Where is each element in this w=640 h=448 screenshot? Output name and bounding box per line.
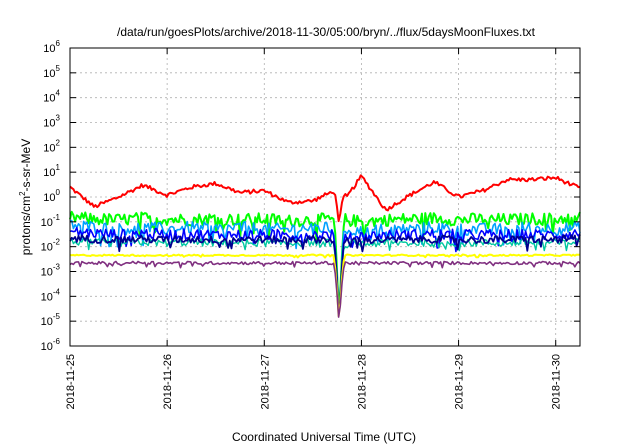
y-tick-label: 102	[43, 138, 60, 154]
chart-title: /data/run/goesPlots/archive/2018-11-30/0…	[117, 25, 536, 39]
grid	[70, 48, 580, 346]
series-line-3	[69, 226, 581, 314]
x-axis: 2018-11-25 2018-11-26 2018-11-27 2018-11-28…	[65, 48, 563, 409]
y-tick-label: 10-3	[41, 263, 61, 279]
y-axis-label: protons/cm2-s-sr-MeV	[18, 139, 33, 255]
series-line-6	[69, 253, 580, 317]
y-tick-label: 10-2	[41, 238, 61, 254]
x-tick-label: 2018-11-27	[259, 354, 271, 409]
series-line-7	[69, 260, 581, 318]
y-tick-label: 10-1	[41, 213, 61, 229]
y-tick-label: 10-6	[41, 337, 61, 353]
y-tick-label: 10-5	[41, 312, 61, 328]
x-tick-label: 2018-11-28	[356, 354, 368, 409]
series-line-4	[69, 237, 581, 315]
y-axis-label-prefix: protons/cm	[19, 196, 33, 255]
x-tick-label: 2018-11-25	[65, 354, 77, 409]
y-tick-label: 10-4	[41, 287, 61, 303]
y-axis-label-suffix: -s-sr-MeV	[19, 139, 33, 192]
y-tick-label: 100	[43, 188, 60, 204]
y-tick-label: 105	[43, 64, 60, 80]
x-axis-label: Coordinated Universal Time (UTC)	[232, 430, 416, 444]
y-tick-label: 106	[43, 39, 60, 55]
series-line-0	[69, 174, 581, 223]
x-tick-label: 2018-11-26	[162, 354, 174, 409]
series-line-5	[69, 234, 581, 316]
series-line-2	[69, 219, 581, 313]
y-tick-label: 101	[43, 163, 60, 179]
y-axis: 106 105 104 103 102 101 100 10-1 10-2 10-3 10-4 10-…	[41, 39, 580, 353]
x-tick-label: 2018-11-30	[551, 354, 563, 409]
series-group	[69, 174, 581, 318]
x-tick-label: 2018-11-29	[454, 354, 466, 409]
y-tick-label: 104	[43, 89, 60, 105]
y-axis-label-sup: 2	[18, 191, 27, 196]
y-tick-label: 103	[43, 114, 60, 130]
